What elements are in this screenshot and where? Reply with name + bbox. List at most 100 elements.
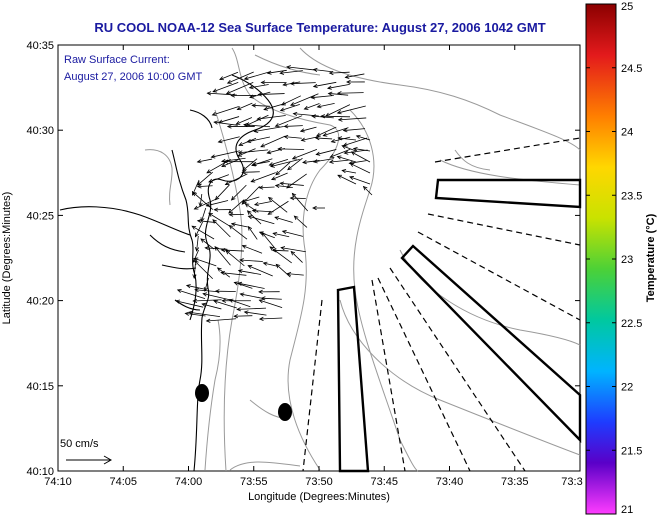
current-vector: [349, 160, 367, 164]
current-vector: [321, 115, 350, 118]
current-vector: [286, 173, 307, 189]
current-vector-head: [243, 122, 248, 128]
current-vector: [278, 148, 305, 150]
x-tick-label: 73:50: [305, 476, 333, 488]
current-vector: [246, 114, 269, 126]
current-vector-head: [302, 160, 307, 165]
current-vector: [267, 69, 287, 74]
colorbar-tick-label: 24.5: [621, 63, 642, 75]
current-vector-head: [230, 222, 236, 227]
current-vector: [293, 113, 319, 117]
current-vector-head: [246, 139, 252, 144]
x-tick-label: 73:45: [370, 476, 398, 488]
current-vector-head: [349, 176, 354, 180]
current-vector: [195, 221, 203, 237]
current-vector: [327, 83, 350, 89]
current-vector: [185, 312, 206, 317]
current-vector: [328, 93, 349, 96]
current-vector: [238, 282, 265, 289]
current-vector: [208, 174, 230, 183]
x-axis-title: Longitude (Degrees:Minutes): [248, 491, 390, 503]
current-vector-head: [291, 155, 297, 160]
current-vector: [350, 163, 371, 174]
y-tick-label: 40:20: [26, 296, 54, 308]
current-vector: [197, 158, 213, 163]
current-vector: [330, 148, 351, 158]
current-vector-head: [217, 139, 223, 144]
current-vector-head: [271, 248, 277, 253]
current-vector: [236, 117, 253, 125]
current-vector: [197, 220, 217, 223]
current-vector-head: [213, 120, 219, 125]
current-vector: [259, 299, 283, 308]
current-vector: [356, 135, 371, 141]
colorbar-ticks: 25 24.5 24 23.5 23 22.5 22 21.5 21: [586, 1, 642, 516]
current-vector: [311, 95, 334, 99]
current-vector: [252, 210, 274, 213]
current-vector-head: [341, 169, 347, 174]
x-tick-label: 73:55: [240, 476, 268, 488]
current-vector-head: [258, 299, 264, 304]
current-vector: [211, 150, 241, 158]
scale-label: 50 cm/s: [60, 438, 99, 450]
current-vector-head: [349, 163, 355, 167]
current-vector: [292, 193, 308, 212]
y-axis-title: Latitude (Degrees:Minutes): [1, 192, 13, 325]
colorbar-tick-label: 24: [621, 127, 633, 139]
current-vector-head: [253, 202, 259, 207]
current-vector-head: [212, 219, 217, 224]
coastline: [59, 74, 274, 472]
current-vector: [287, 273, 304, 276]
current-vector-head: [258, 316, 264, 321]
current-vector: [313, 158, 334, 163]
current-vector: [271, 172, 288, 180]
current-vector: [247, 136, 271, 143]
current-vector: [316, 149, 337, 155]
current-vector-head: [233, 314, 238, 319]
y-tick-label: 40:25: [26, 210, 54, 222]
current-vector: [213, 300, 237, 309]
current-vector-head: [212, 88, 218, 93]
current-vector: [247, 210, 262, 225]
current-vector-head: [362, 185, 368, 191]
current-vector: [317, 102, 335, 108]
current-vector-head: [228, 225, 234, 230]
current-vector-head: [204, 245, 210, 251]
current-vector: [237, 102, 253, 110]
current-vector: [228, 199, 245, 214]
current-vector-head: [279, 107, 285, 112]
current-vector-head: [237, 150, 243, 155]
current-vector: [175, 300, 204, 308]
current-vector-head: [275, 170, 280, 176]
current-vector-head: [194, 246, 200, 252]
current-vector: [191, 225, 215, 240]
current-vector-head: [320, 114, 325, 119]
current-vector: [257, 115, 286, 120]
scale-arrow: [66, 455, 113, 465]
current-vector: [221, 159, 239, 167]
current-vector-head: [352, 146, 358, 152]
current-vector: [304, 103, 320, 110]
colorbar: [585, 3, 617, 515]
current-vector-head: [281, 101, 286, 106]
current-vector: [252, 104, 271, 107]
current-vector: [218, 136, 240, 143]
sensor-box-upper: [434, 178, 582, 209]
current-vector-head: [191, 190, 196, 196]
current-vector: [243, 124, 271, 128]
current-vectors: [175, 65, 373, 323]
current-vector: [260, 135, 286, 148]
x-tick-label: 74:00: [175, 476, 203, 488]
current-vector: [212, 106, 239, 116]
current-vector-head: [213, 207, 219, 212]
current-vector: [263, 102, 287, 110]
shoal-markers: [195, 384, 292, 421]
current-vector: [353, 148, 371, 152]
current-vector: [281, 247, 306, 253]
sensor-box-middle: [400, 244, 582, 443]
current-vector-head: [326, 85, 332, 90]
current-vector-head: [230, 93, 235, 98]
current-vector: [259, 186, 275, 189]
current-vector: [206, 318, 237, 322]
